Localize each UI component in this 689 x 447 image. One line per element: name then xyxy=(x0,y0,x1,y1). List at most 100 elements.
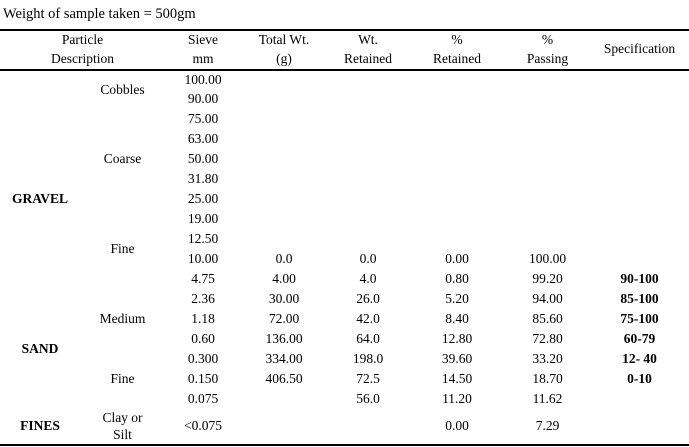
wt-retained-cell: 42.0 xyxy=(356,311,380,327)
pct-retained-cell: 0.00 xyxy=(445,418,469,434)
table-row: 10.00 0.0 0.0 0.00 100.00 xyxy=(0,250,689,270)
sieve-cell: 50.00 xyxy=(187,151,219,167)
sieve-cell: 2.36 xyxy=(191,291,215,307)
pct-retained-cell xyxy=(409,130,505,150)
pct-passing-cell xyxy=(505,170,590,190)
header-row: Particle Description Sieve mm Total Wt. … xyxy=(0,30,689,71)
header-particle-description: Particle Description xyxy=(0,30,165,71)
pct-passing-cell: 7.29 xyxy=(535,418,560,434)
pct-retained-cell xyxy=(409,70,505,90)
group-label-cell xyxy=(0,150,80,170)
sieve-cell: 12.50 xyxy=(187,231,219,247)
pct-passing-cell xyxy=(505,230,590,250)
table-row: GRAVEL 25.00 xyxy=(0,190,689,210)
group-label-cell xyxy=(0,70,80,90)
specification-cell: 60-79 xyxy=(623,331,656,347)
sieve-cell: 63.00 xyxy=(187,131,219,147)
group-label-cell xyxy=(0,290,80,310)
total-wt-cell xyxy=(241,90,327,110)
sieve-cell: 19.00 xyxy=(187,211,219,227)
pct-retained-cell: 14.50 xyxy=(441,371,473,387)
wt-retained-cell: 72.5 xyxy=(356,371,380,387)
specification-cell xyxy=(590,130,689,150)
table-row: SAND 0.60 136.00 64.0 12.80 72.80 60-79 xyxy=(0,330,689,356)
header-sieve-mm: Sieve mm xyxy=(165,30,241,71)
specification-cell xyxy=(590,70,689,90)
pct-passing-cell: 94.00 xyxy=(532,291,563,307)
group-label-cell: GRAVEL xyxy=(11,191,69,207)
group-label-cell xyxy=(0,210,80,230)
table-row: Fine 0.150 406.50 72.5 14.50 18.70 0-10 xyxy=(0,370,689,390)
subgroup-label-cell xyxy=(80,210,165,230)
table-row: 2.36 30.00 26.0 5.20 94.00 85-100 xyxy=(0,290,689,310)
subgroup-label-cell xyxy=(80,330,165,350)
subgroup-label-cell xyxy=(80,270,165,290)
header-wt-retained: Wt. Retained xyxy=(327,30,409,71)
total-wt-cell xyxy=(241,130,327,150)
sieve-cell: 90.00 xyxy=(187,91,219,107)
wt-retained-cell xyxy=(327,110,409,130)
total-wt-cell xyxy=(241,150,327,170)
specification-cell xyxy=(590,90,689,110)
sieve-cell: 0.150 xyxy=(187,371,219,387)
table-header: Particle Description Sieve mm Total Wt. … xyxy=(0,30,689,71)
page-title: Weight of sample taken = 500gm xyxy=(3,6,196,22)
group-label-cell xyxy=(0,170,80,190)
wt-retained-cell: 56.0 xyxy=(356,391,380,407)
specification-cell xyxy=(590,410,689,445)
wt-retained-cell: 26.0 xyxy=(356,291,380,307)
group-label-cell: FINES xyxy=(20,418,60,434)
pct-retained-cell xyxy=(409,170,505,190)
table-row: 0.300 334.00 198.0 39.60 33.20 12- 40 xyxy=(0,350,689,370)
header-total-wt: Total Wt. (g) xyxy=(241,30,327,71)
specification-cell xyxy=(590,150,689,170)
specification-cell xyxy=(590,190,689,210)
pct-retained-cell: 12.80 xyxy=(441,331,473,347)
pct-passing-cell xyxy=(505,210,590,230)
sieve-analysis-table: Particle Description Sieve mm Total Wt. … xyxy=(0,29,689,446)
pct-passing-cell: 100.00 xyxy=(528,251,567,267)
pct-retained-cell xyxy=(409,150,505,170)
subgroup-label-cell xyxy=(80,170,165,190)
subgroup-label-cell xyxy=(80,390,165,410)
pct-passing-cell: 72.80 xyxy=(532,331,563,347)
total-wt-cell: 0.0 xyxy=(275,251,293,267)
pct-retained-cell: 5.20 xyxy=(445,291,469,307)
group-label-cell xyxy=(0,130,80,150)
pct-retained-cell xyxy=(409,90,505,110)
pct-passing-cell: 11.62 xyxy=(532,391,563,407)
total-wt-cell xyxy=(241,410,327,445)
table-row: 90.00 xyxy=(0,90,689,110)
table-row: Cobbles 100.00 xyxy=(0,70,689,97)
wt-retained-cell xyxy=(327,230,409,250)
pct-passing-cell xyxy=(505,130,590,150)
wt-retained-cell xyxy=(327,90,409,110)
table-row: 63.00 xyxy=(0,130,689,150)
total-wt-cell: 4.00 xyxy=(272,271,296,287)
group-label-cell xyxy=(0,390,80,410)
wt-retained-cell xyxy=(327,130,409,150)
specification-cell: 12- 40 xyxy=(622,351,657,367)
pct-retained-cell xyxy=(409,210,505,230)
wt-retained-cell xyxy=(327,170,409,190)
total-wt-cell xyxy=(241,390,327,410)
pct-passing-cell xyxy=(505,190,590,210)
subgroup-label-cell xyxy=(80,290,165,310)
pct-retained-cell xyxy=(409,190,505,210)
wt-retained-cell xyxy=(327,410,409,445)
sieve-cell: 0.075 xyxy=(187,391,219,407)
wt-retained-cell xyxy=(327,210,409,230)
table-row: 4.75 4.00 4.0 0.80 99.20 90-100 xyxy=(0,270,689,290)
subgroup-label-cell xyxy=(80,350,165,370)
table-row: 75.00 xyxy=(0,110,689,130)
total-wt-cell: 334.00 xyxy=(265,351,303,367)
table-row: 31.80 xyxy=(0,170,689,190)
header-pct-retained: % Retained xyxy=(409,30,505,71)
table-row: Coarse 50.00 xyxy=(0,150,689,170)
sieve-cell: <0.075 xyxy=(184,418,222,434)
sieve-cell: 31.80 xyxy=(187,171,219,187)
total-wt-cell: 72.00 xyxy=(268,311,300,327)
wt-retained-cell xyxy=(327,190,409,210)
group-label-cell xyxy=(0,90,80,110)
